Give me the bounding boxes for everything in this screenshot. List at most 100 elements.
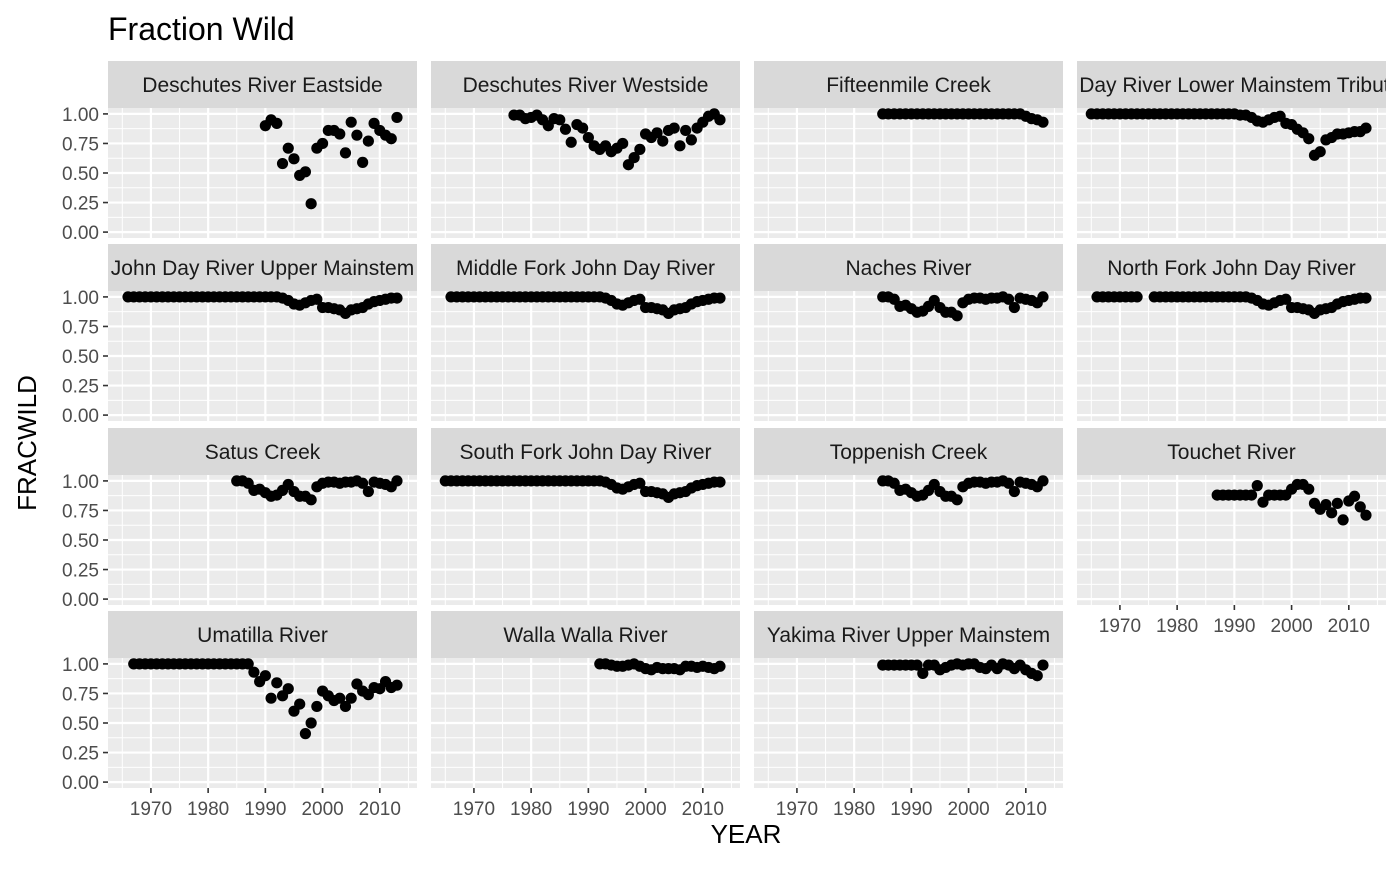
data-point: [1037, 475, 1049, 487]
x-tick-label: 2000: [624, 799, 666, 820]
y-tick-label: 0.75: [62, 317, 99, 338]
data-point: [577, 122, 589, 134]
x-tick-label: 1990: [567, 799, 609, 820]
data-point: [242, 658, 254, 670]
y-tick-label: 1.00: [62, 105, 99, 126]
data-point: [1360, 292, 1372, 304]
facet-strip-label: Deschutes River Westside: [463, 74, 709, 97]
y-tick-label: 0.50: [62, 164, 99, 185]
data-point: [685, 134, 697, 146]
facet-panel-middle-fork-john-day-river: Middle Fork John Day River: [431, 244, 740, 421]
data-point: [271, 117, 283, 129]
y-tick-label: 1.00: [62, 288, 99, 309]
facet-panel-south-fork-john-day-river: South Fork John Day River: [431, 428, 740, 605]
chart-title: Fraction Wild: [108, 11, 295, 47]
data-point: [1251, 480, 1263, 492]
data-point: [634, 477, 646, 489]
data-point: [1008, 485, 1020, 498]
facet-strip-label: Deschutes River Eastside: [142, 74, 382, 97]
x-tick-label: 2010: [1328, 616, 1370, 637]
data-point: [657, 135, 669, 147]
facet-panels: Deschutes River Eastside 0.00 0.25 0.50 0.75…: [62, 61, 1400, 820]
data-point: [668, 122, 680, 134]
data-point: [1326, 507, 1338, 519]
data-point: [1003, 477, 1015, 489]
x-tick-label: 2010: [682, 799, 724, 820]
data-point: [1131, 291, 1143, 303]
y-tick-label: 0.00: [62, 590, 99, 611]
facet-strip: [108, 244, 417, 291]
facet-strip: [108, 61, 417, 108]
facet-strip-label: North Fork John Day River: [1107, 257, 1356, 280]
y-tick-label: 1.00: [62, 472, 99, 493]
facet-panel-fifteenmile-creek: Fifteenmile Creek: [754, 61, 1063, 238]
data-point: [617, 137, 629, 150]
facet-strip-label: Toppenish Creek: [830, 441, 988, 464]
data-point: [259, 670, 271, 682]
data-point: [265, 692, 277, 704]
data-point: [1360, 509, 1372, 521]
facet-strip-label: John Day River Lower Mainstem Tributarie…: [1028, 74, 1400, 97]
data-point: [391, 292, 403, 304]
facet-panel-north-fork-john-day-river: North Fork John Day River: [1077, 244, 1386, 421]
facet-panel-umatilla-river: Umatilla River 0.00 0.25 0.50 0.75 1.00 1970 19…: [62, 611, 417, 820]
facet-panel-naches-river: Naches River: [754, 244, 1063, 421]
facet-panel-john-day-river-lower-mainstem-tributaries: John Day River Lower Mainstem Tributarie…: [1028, 61, 1400, 238]
data-point: [334, 128, 346, 140]
data-point: [1314, 146, 1326, 158]
data-point: [951, 310, 963, 322]
data-point: [1354, 501, 1366, 513]
facet-panel-deschutes-river-eastside: Deschutes River Eastside 0.00 0.25 0.50 0.75…: [62, 61, 417, 244]
y-axis-label: FRACWILD: [12, 375, 42, 511]
facet-strip: [431, 61, 740, 108]
facet-panel-satus-creek: Satus Creek 0.00 0.25 0.50 0.75 1.00: [62, 428, 417, 611]
data-point: [1303, 483, 1315, 495]
data-point: [628, 152, 640, 164]
y-tick-label: 0.25: [62, 377, 99, 398]
y-tick-label: 0.25: [62, 561, 99, 582]
facet-panel-touchet-river: Touchet River 1970 1980 1990 2000 2010: [1077, 428, 1386, 637]
data-point: [345, 116, 357, 128]
facet-strip: [431, 428, 740, 475]
facet-strip-label: John Day River Upper Mainstem: [111, 257, 414, 280]
facet-strip-label: Umatilla River: [197, 624, 328, 647]
x-tick-label: 2000: [947, 799, 989, 820]
data-point: [1037, 116, 1049, 128]
facet-panel-toppenish-creek: Toppenish Creek: [754, 428, 1063, 605]
data-point: [1008, 301, 1020, 314]
x-tick-label: 1970: [776, 799, 818, 820]
x-tick-label: 2010: [359, 799, 401, 820]
data-point: [362, 135, 374, 147]
data-point: [311, 293, 323, 305]
data-point: [248, 666, 260, 678]
data-point: [288, 153, 300, 165]
data-point: [345, 692, 357, 704]
y-tick-label: 0.75: [62, 684, 99, 705]
data-point: [1003, 293, 1015, 305]
facet-panel-walla-walla-river: Walla Walla River 1970 1980 1990 2000 2010: [431, 611, 740, 820]
facet-panel-deschutes-river-westside: Deschutes River Westside: [431, 61, 740, 238]
data-point: [357, 477, 369, 489]
data-point: [1360, 122, 1372, 134]
facet-strip-label: Walla Walla River: [503, 624, 667, 647]
data-point: [391, 475, 403, 487]
data-point: [305, 198, 317, 210]
x-tick-label: 2000: [301, 799, 343, 820]
data-point: [1303, 133, 1315, 145]
x-tick-label: 1970: [130, 799, 172, 820]
data-point: [391, 111, 403, 124]
data-point: [282, 683, 294, 695]
data-point: [294, 698, 306, 710]
x-tick-label: 1980: [1156, 616, 1198, 637]
facet-strip: [431, 611, 740, 658]
y-tick-label: 0.50: [62, 714, 99, 735]
x-tick-label: 1990: [1213, 616, 1255, 637]
y-tick-label: 0.00: [62, 406, 99, 427]
data-point: [1037, 659, 1049, 671]
facet-strip-label: South Fork John Day River: [459, 441, 711, 464]
x-tick-label: 2010: [1005, 799, 1047, 820]
y-tick-label: 0.25: [62, 194, 99, 215]
data-point: [282, 142, 294, 154]
y-tick-label: 0.50: [62, 531, 99, 552]
